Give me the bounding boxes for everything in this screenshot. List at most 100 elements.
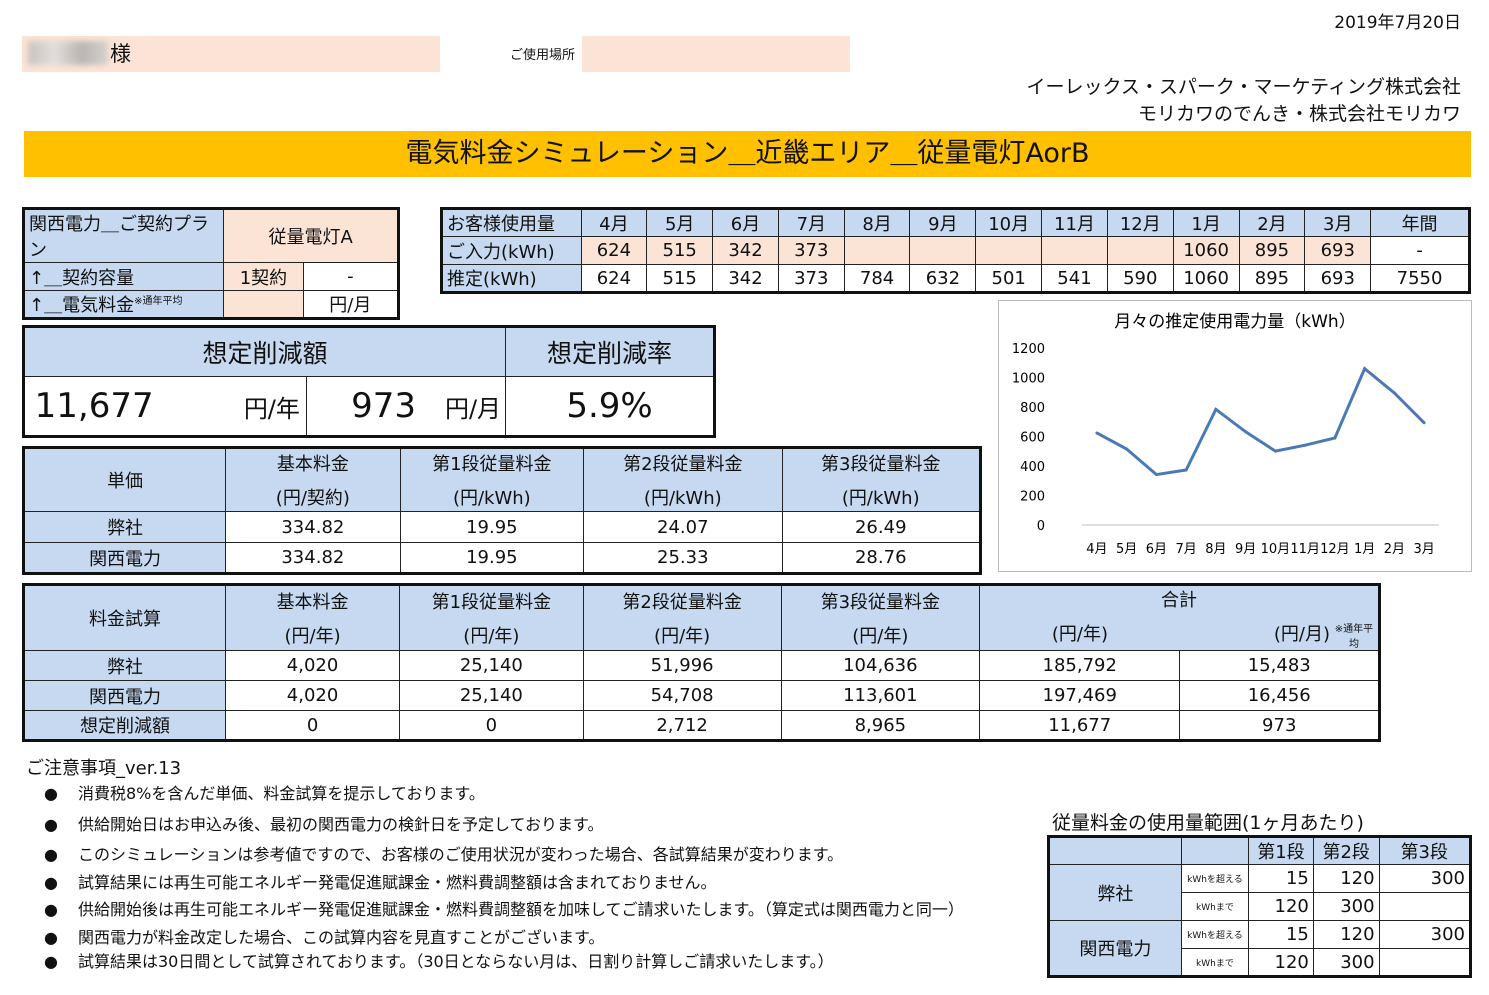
fee-trial-cell: 25,140 xyxy=(399,680,584,711)
usage-estimate-cell: 784 xyxy=(843,264,911,293)
unit-price-row-name: 関西電力 xyxy=(22,542,227,574)
usage-input-cell[interactable]: 693 xyxy=(1304,236,1372,265)
fee-note: ※通年平均 xyxy=(134,296,183,307)
fee-unit: 円/月 xyxy=(302,290,400,319)
fee-trial-cell: 113,601 xyxy=(780,680,980,711)
bullet-icon: ● xyxy=(44,952,58,971)
unit-price-header: 第1段従量料金 (円/kWh) xyxy=(399,447,585,512)
fee-trial-cell: 25,140 xyxy=(399,650,584,681)
x-tick-label: 7月 xyxy=(1175,542,1196,557)
range-upto-cell: 120 xyxy=(1248,892,1314,921)
unit-price-header: 第3段従量料金 (円/kWh) xyxy=(781,447,982,512)
unit-price-header-title: 第2段従量料金 xyxy=(623,454,743,475)
usage-month-header: 9月 xyxy=(909,208,977,237)
data-point xyxy=(1273,449,1277,453)
usage-place-field xyxy=(582,36,850,72)
usage-month-header: 年間 xyxy=(1370,208,1470,237)
usage-estimate-cell: 693 xyxy=(1304,264,1372,293)
savings-rate: 5.9% xyxy=(505,376,715,437)
usage-table: お客様使用量 4月 5月 6月 7月 8月 9月 10月 11月 12月 1月 2月 3月 年間 ご入力… xyxy=(440,207,1471,294)
fee-trial-header-title: 第1段従量料金 xyxy=(431,592,552,613)
usage-input-cell[interactable] xyxy=(1041,236,1108,265)
bullet-icon: ● xyxy=(44,845,58,864)
usage-input-cell[interactable]: 1060 xyxy=(1172,236,1240,265)
usage-estimate-cell: 515 xyxy=(646,264,714,293)
data-point xyxy=(1184,468,1188,472)
range-upto-cell xyxy=(1378,892,1472,921)
customer-suffix: 様 xyxy=(110,42,131,66)
usage-input-label: ご入力(kWh) xyxy=(441,236,582,265)
unit-price-cell: 25.33 xyxy=(583,542,783,574)
unit-price-header: 第2段従量料金 (円/kWh) xyxy=(583,447,783,512)
contract-table: 関西電力＿ご契約プラン 従量電灯A ↑＿契約容量 1契約 - ↑＿電気料金※通年… xyxy=(22,207,400,320)
range-corner-2 xyxy=(1180,836,1250,865)
range-header: 第1段 xyxy=(1248,836,1314,865)
usage-estimate-cell: 342 xyxy=(712,264,779,293)
fee-trial-cell: 4,020 xyxy=(224,650,401,681)
series-line xyxy=(1096,366,1426,477)
usage-input-cell[interactable]: 624 xyxy=(580,236,648,265)
usage-month-header: 4月 xyxy=(580,208,648,237)
x-tick-label: 10月 xyxy=(1261,542,1291,557)
fee-trial-total-month: (円/月) xyxy=(1273,624,1330,645)
notes-title: ご注意事項_ver.13 xyxy=(26,758,182,779)
usage-estimate-cell: 624 xyxy=(580,264,648,293)
unit-price-cell: 19.95 xyxy=(399,542,585,574)
fee-trial-row: 関西電力 4,020 25,140 54,708 113,601 197,469 16,45… xyxy=(23,680,1380,711)
usage-estimate-cell: 501 xyxy=(975,264,1043,293)
fee-trial-header-title: 基本料金 xyxy=(276,592,349,613)
fee-trial-header: 第1段従量料金 (円/年) xyxy=(399,584,584,651)
usage-input-cell[interactable] xyxy=(1106,236,1174,265)
fee-trial-header-title: 第2段従量料金 xyxy=(622,592,742,613)
savings-yearly: 11,677 xyxy=(23,376,164,437)
capacity-label: ↑＿契約容量 xyxy=(22,262,225,291)
range-row-over: 関西電力 kWhを超える 15 120 300 xyxy=(1048,920,1472,977)
unit-price-header-unit: (円/kWh) xyxy=(643,488,722,509)
usage-month-header: 7月 xyxy=(777,208,845,237)
usage-input-cell[interactable] xyxy=(843,236,911,265)
usage-input-cell[interactable]: 895 xyxy=(1238,236,1306,265)
range-upto-cell: 300 xyxy=(1312,892,1380,921)
usage-input-cell[interactable]: 342 xyxy=(712,236,779,265)
range-upto-cell: 120 xyxy=(1248,948,1314,977)
unit-price-header-unit: (円/契約) xyxy=(275,488,350,509)
fee-trial-header-unit: (円/年) xyxy=(852,626,909,647)
page-title: 電気料金シミュレーション＿近畿エリア＿従量電灯AorB xyxy=(24,131,1471,177)
savings-monthly-unit: 円/月 xyxy=(416,376,507,437)
unit-price-row: 弊社 334.82 19.95 24.07 26.49 xyxy=(22,511,982,543)
usage-input-cell[interactable]: 515 xyxy=(646,236,714,265)
range-upto-label: kWhまで xyxy=(1180,892,1250,921)
usage-estimate-label: 推定(kWh) xyxy=(441,264,582,293)
usage-month-header: 1月 xyxy=(1172,208,1240,237)
plan-value: 従量電灯A xyxy=(223,208,399,263)
data-point xyxy=(1363,367,1367,371)
range-upto-cell: 300 xyxy=(1312,948,1380,977)
fee-trial-row: 想定削減額 0 0 2,712 8,965 11,677 973 xyxy=(23,710,1380,741)
usage-input-cell[interactable]: 373 xyxy=(777,236,845,265)
unit-price-header-title: 第3段従量料金 xyxy=(821,454,941,475)
fee-trial-cell: 54,708 xyxy=(582,680,782,711)
unit-price-cell: 26.49 xyxy=(781,511,982,543)
unit-price-header-unit: (円/kWh) xyxy=(452,488,531,509)
fee-trial-cell: 973 xyxy=(1179,710,1380,741)
savings-yearly-unit: 円/年 xyxy=(163,376,307,437)
range-over-cell: 120 xyxy=(1312,920,1380,949)
savings-rate-label: 想定削減率 xyxy=(505,326,715,377)
fee-trial-header: 第3段従量料金 (円/年) xyxy=(780,584,980,651)
usage-input-cell[interactable] xyxy=(975,236,1043,265)
fee-trial-cell: 16,456 xyxy=(1179,680,1380,711)
usage-input-cell[interactable]: - xyxy=(1370,236,1470,265)
bullet-icon: ● xyxy=(44,815,58,834)
range-corner xyxy=(1048,836,1182,865)
savings-monthly: 973 xyxy=(305,376,417,437)
data-point xyxy=(1422,421,1426,425)
usage-input-cell[interactable] xyxy=(909,236,977,265)
fee-label: ↑＿電気料金 xyxy=(29,295,135,316)
range-over-cell: 300 xyxy=(1378,864,1472,893)
range-title: 従量料金の使用量範囲(1ヶ月あたり) xyxy=(1052,812,1364,834)
redacted-name xyxy=(28,41,108,65)
fee-trial-header-title: 第3段従量料金 xyxy=(820,592,941,613)
fee-trial-cell: 8,965 xyxy=(780,710,980,741)
fee-trial-total-year: (円/年) xyxy=(1051,624,1109,645)
usage-month-header: 3月 xyxy=(1304,208,1372,237)
